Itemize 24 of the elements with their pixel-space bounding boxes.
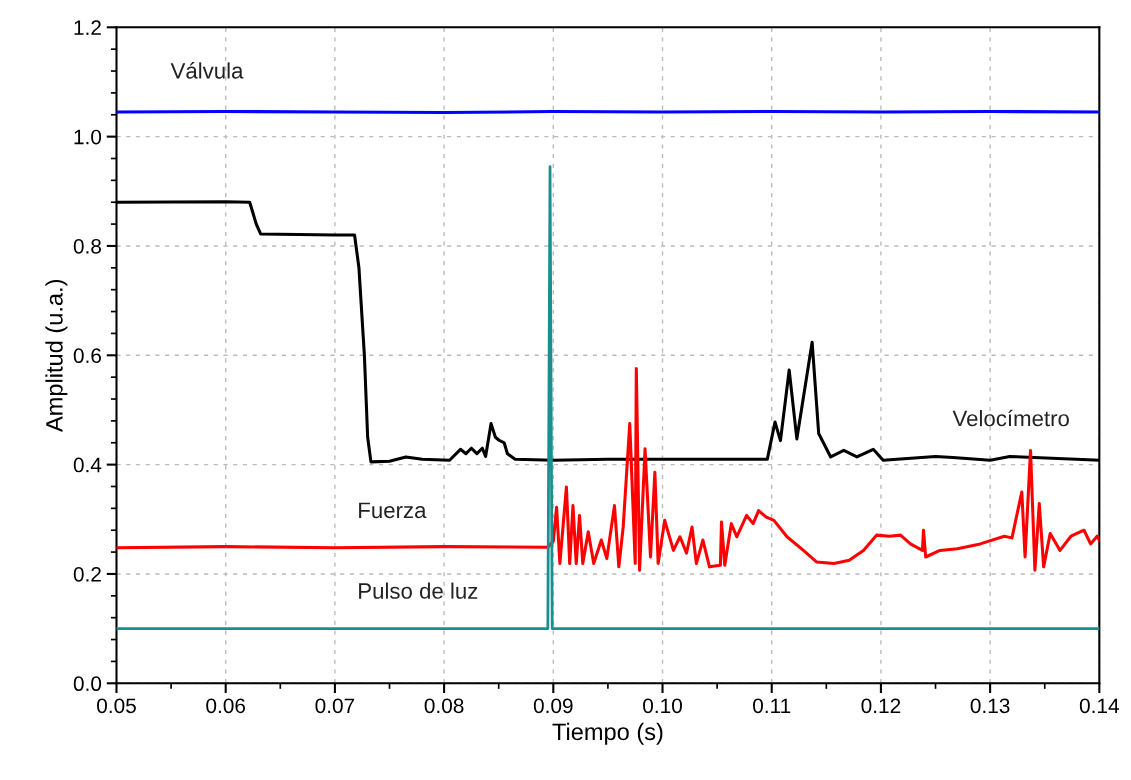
x-tick-label: 0.05 [97, 698, 136, 714]
x-axis-title: Tiempo (s) [552, 722, 663, 745]
y-tick-label: 0.2 [73, 566, 101, 582]
series-label: Velocímetro [952, 409, 1069, 427]
x-tick-label: 0.11 [753, 698, 791, 714]
y-tick-label: 0.8 [73, 238, 102, 254]
series-label: Válvula [170, 62, 244, 79]
y-tick-label: 0.0 [73, 676, 102, 692]
x-tick-label: 0.09 [533, 698, 573, 714]
y-tick-label: 1.0 [74, 129, 102, 145]
x-tick-label: 0.13 [970, 698, 1010, 714]
x-tick-label: 0.08 [424, 698, 464, 714]
series-label: Pulso de luz [359, 582, 478, 599]
line-series [116, 366, 1100, 572]
y-axis-title: Amplitud (u.a.) [45, 279, 68, 432]
x-tick-label: 0.10 [643, 698, 682, 714]
y-tick-label: 1.2 [74, 20, 101, 35]
x-tick-label: 0.14 [1079, 698, 1119, 714]
y-tick-label: 0.6 [73, 348, 101, 364]
series-label: Fuerza [359, 502, 427, 519]
x-tick-label: 0.06 [206, 698, 246, 714]
x-tick-label: 0.07 [315, 698, 355, 714]
y-tick-label: 0.4 [73, 457, 102, 473]
x-tick-label: 0.12 [861, 698, 901, 714]
